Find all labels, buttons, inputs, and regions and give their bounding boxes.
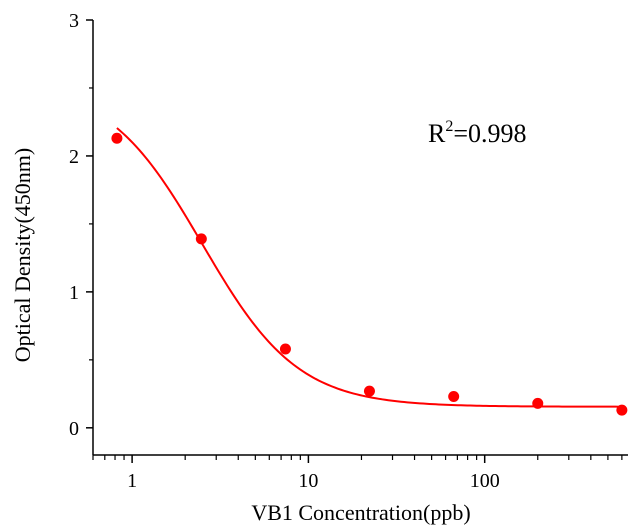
y-tick-label: 1: [69, 282, 79, 304]
x-tick-label: 10: [298, 470, 318, 492]
data-point: [279, 343, 291, 355]
data-points: [111, 132, 628, 416]
fit-curve: [116, 127, 622, 408]
axes: [92, 20, 628, 456]
y-tick-label: 2: [69, 146, 79, 168]
y-axis-title: Optical Density(450nm): [10, 148, 35, 362]
y-ticks: 0 1 2 3: [69, 10, 93, 440]
data-point: [195, 233, 207, 245]
x-axis-title: VB1 Concentration(ppb): [251, 500, 470, 525]
y-tick-label: 3: [69, 10, 79, 32]
data-point: [616, 404, 628, 416]
x-ticks: 1 10 100: [92, 455, 623, 492]
data-point: [448, 391, 460, 403]
data-point: [363, 385, 375, 397]
data-point: [111, 132, 123, 144]
y-tick-label: 0: [69, 418, 79, 440]
r2-superscript: 2: [445, 118, 453, 135]
data-point: [532, 397, 544, 409]
x-tick-label: 100: [470, 470, 500, 492]
r2-prefix: R: [428, 119, 446, 148]
x-tick-label: 1: [127, 470, 137, 492]
r2-value: =0.998: [453, 119, 526, 148]
r-squared-annotation: R2=0.998: [428, 118, 527, 148]
